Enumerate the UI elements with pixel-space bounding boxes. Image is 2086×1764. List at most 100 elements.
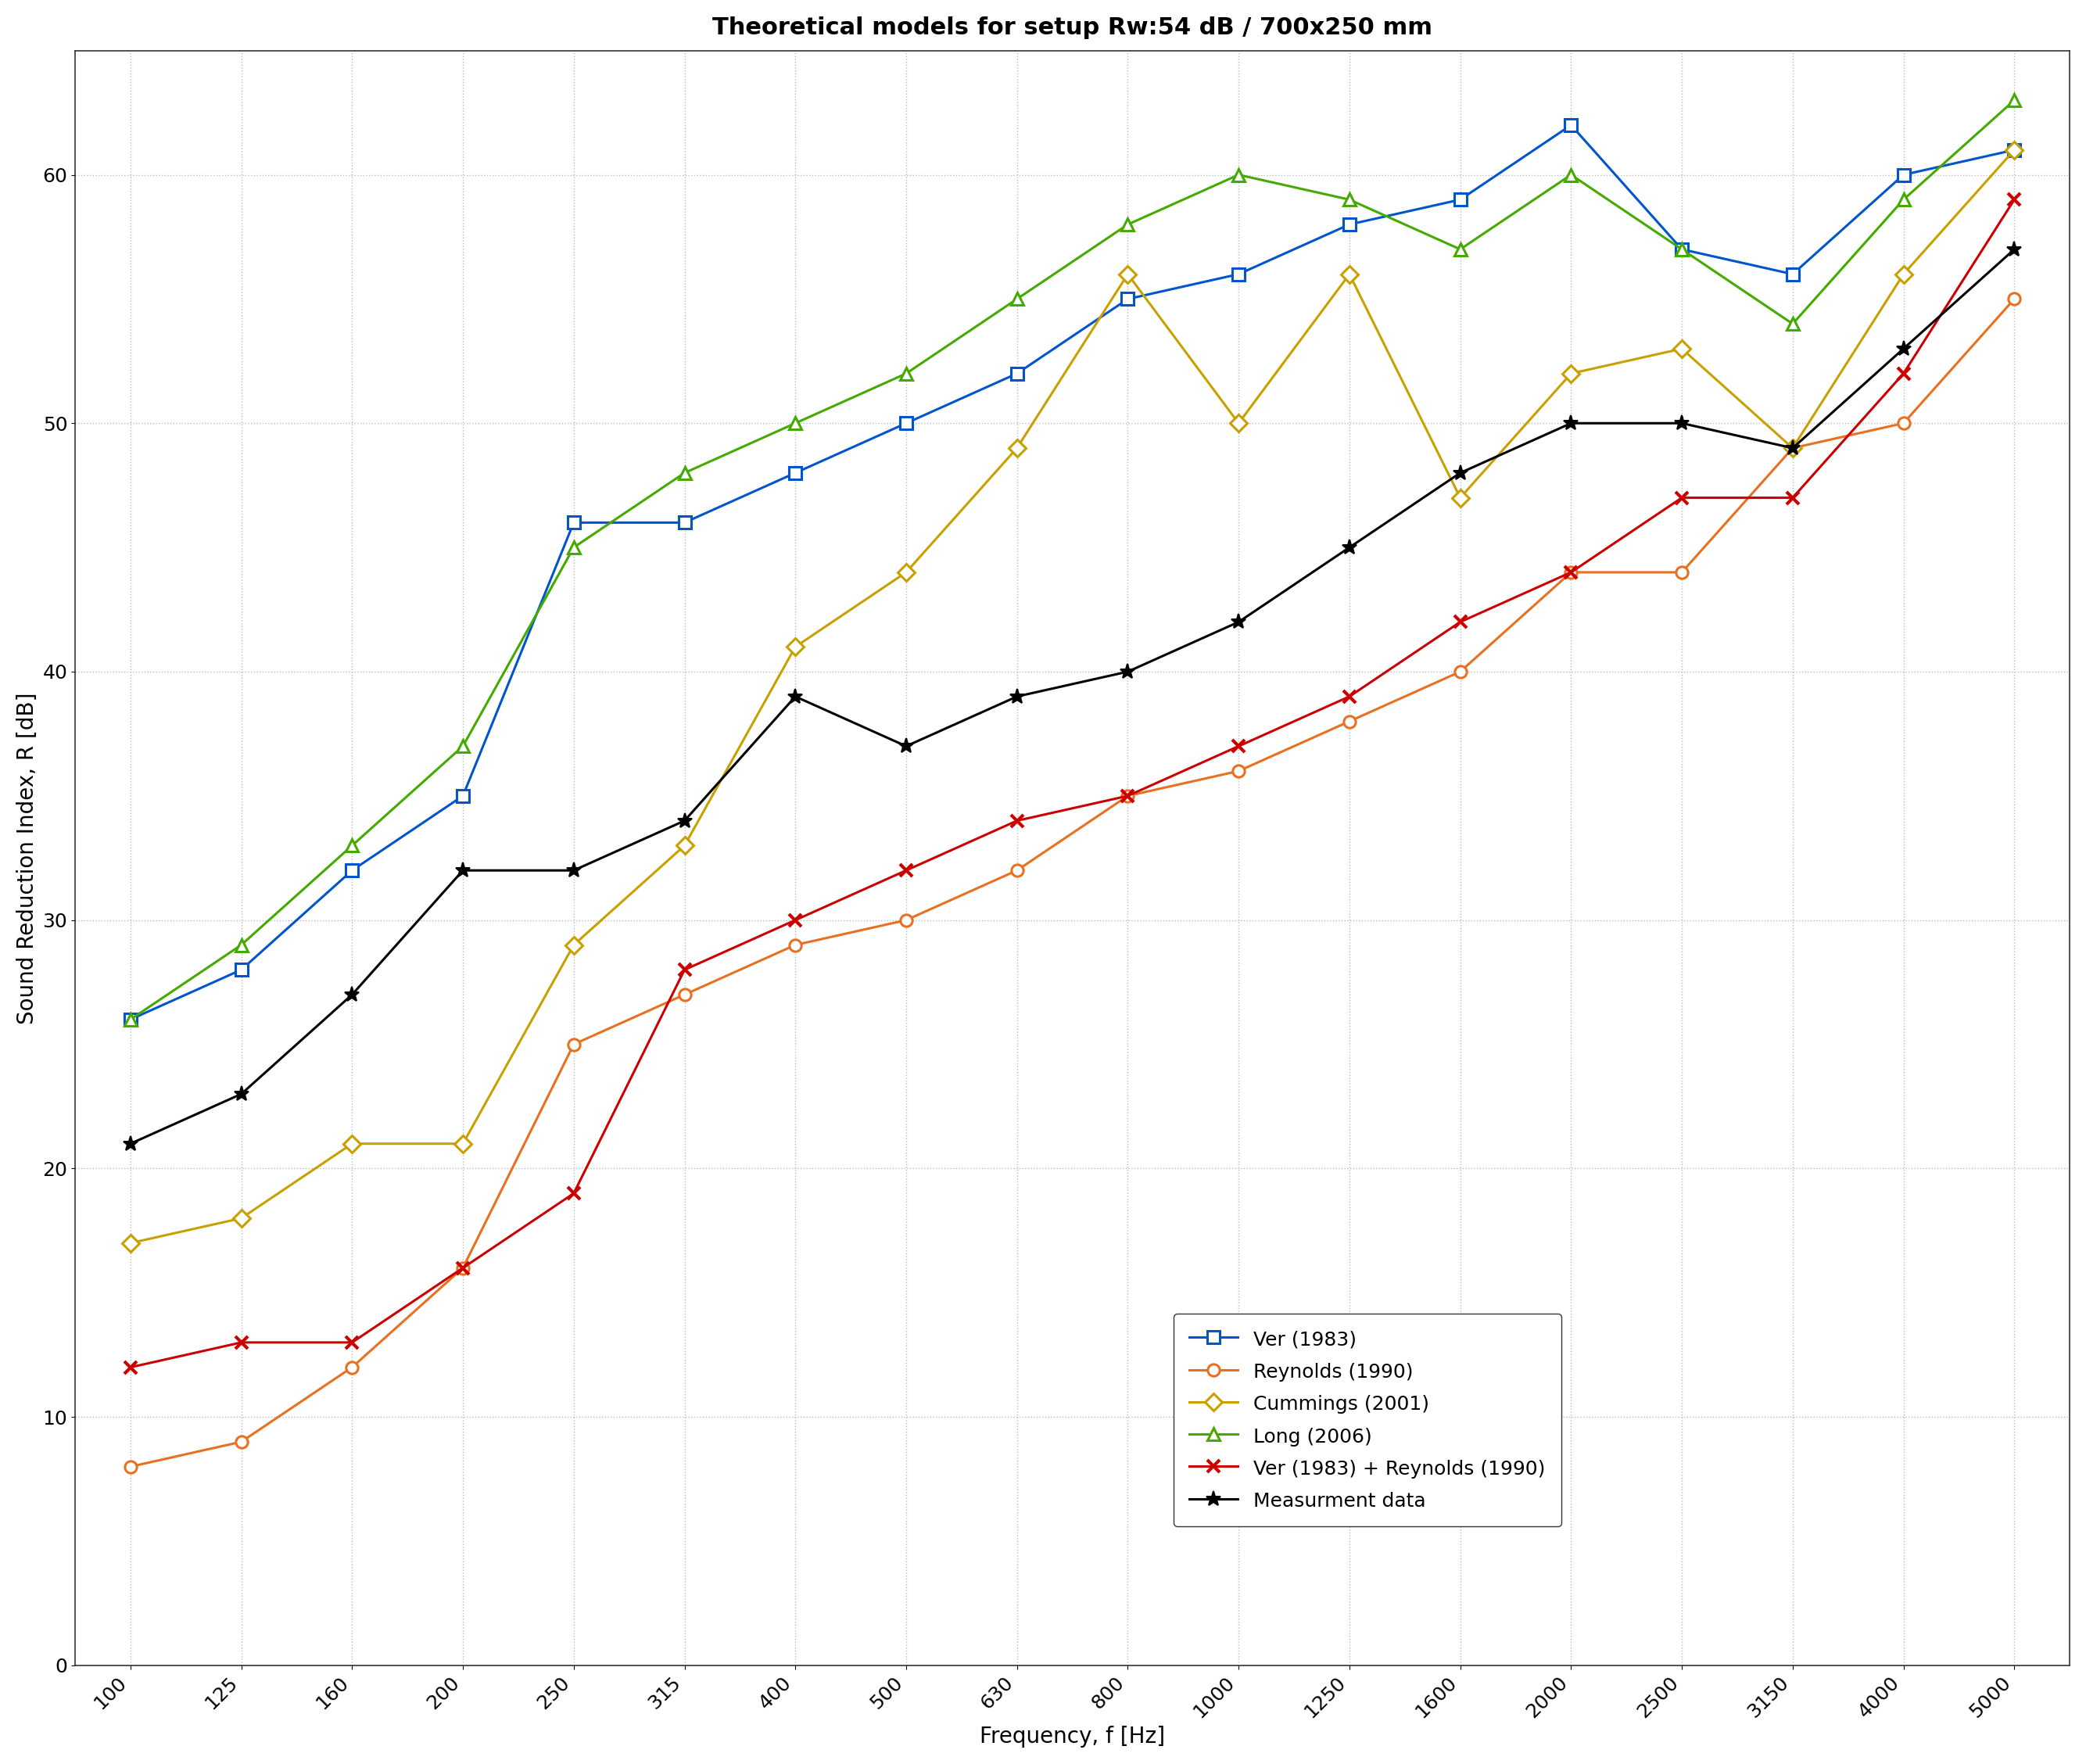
- Ver (1983) + Reynolds (1990): [2003, 189, 2028, 210]
- Ver (1983): [340, 859, 365, 880]
- Measurment data: [1558, 413, 1583, 434]
- Cummings (2001): [1227, 413, 1252, 434]
- Reynolds (1990): [1892, 413, 1917, 434]
- Ver (1983) + Reynolds (1990): [893, 859, 918, 880]
- Line: Measurment data: Measurment data: [123, 242, 2021, 1152]
- Ver (1983) + Reynolds (1990): [1669, 487, 1694, 508]
- Measurment data: [2003, 238, 2028, 259]
- Ver (1983) + Reynolds (1990): [1558, 561, 1583, 582]
- Reynolds (1990): [782, 935, 807, 956]
- Ver (1983) + Reynolds (1990): [1337, 686, 1362, 707]
- Reynolds (1990): [229, 1431, 254, 1452]
- Cummings (2001): [1892, 263, 1917, 284]
- Cummings (2001): [782, 637, 807, 658]
- Reynolds (1990): [119, 1455, 144, 1476]
- Measurment data: [229, 1083, 254, 1104]
- Ver (1983): [1779, 263, 1804, 284]
- Ver (1983) + Reynolds (1990): [451, 1258, 476, 1279]
- Ver (1983) + Reynolds (1990): [1227, 736, 1252, 757]
- Ver (1983) + Reynolds (1990): [1116, 785, 1141, 806]
- Cummings (2001): [229, 1208, 254, 1230]
- Line: Ver (1983) + Reynolds (1990): Ver (1983) + Reynolds (1990): [125, 194, 2019, 1372]
- Long (2006): [893, 363, 918, 385]
- Ver (1983): [1669, 238, 1694, 259]
- Long (2006): [229, 935, 254, 956]
- Ver (1983): [119, 1009, 144, 1030]
- Measurment data: [1448, 462, 1473, 483]
- Reynolds (1990): [1116, 785, 1141, 806]
- Line: Long (2006): Long (2006): [123, 93, 2021, 1027]
- Reynolds (1990): [1779, 437, 1804, 459]
- Measurment data: [1892, 339, 1917, 360]
- Measurment data: [451, 859, 476, 880]
- Cummings (2001): [340, 1132, 365, 1154]
- Long (2006): [561, 536, 586, 557]
- Ver (1983): [229, 960, 254, 981]
- Long (2006): [119, 1009, 144, 1030]
- Reynolds (1990): [672, 984, 697, 1005]
- Ver (1983) + Reynolds (1990): [782, 910, 807, 931]
- Measurment data: [672, 810, 697, 831]
- Ver (1983): [1448, 189, 1473, 210]
- Reynolds (1990): [2003, 289, 2028, 310]
- Ver (1983) + Reynolds (1990): [1005, 810, 1030, 831]
- Cummings (2001): [1558, 363, 1583, 385]
- Long (2006): [1558, 164, 1583, 185]
- Long (2006): [1337, 189, 1362, 210]
- Ver (1983) + Reynolds (1990): [340, 1332, 365, 1353]
- Long (2006): [672, 462, 697, 483]
- Long (2006): [1227, 164, 1252, 185]
- Cummings (2001): [1005, 437, 1030, 459]
- Measurment data: [119, 1132, 144, 1154]
- Line: Reynolds (1990): Reynolds (1990): [125, 293, 2019, 1473]
- Measurment data: [893, 736, 918, 757]
- Reynolds (1990): [1005, 859, 1030, 880]
- Line: Cummings (2001): Cummings (2001): [125, 145, 2019, 1249]
- Long (2006): [1005, 289, 1030, 310]
- Measurment data: [340, 984, 365, 1005]
- Title: Theoretical models for setup Rw:54 dB / 700x250 mm: Theoretical models for setup Rw:54 dB / …: [711, 16, 1433, 39]
- Cummings (2001): [672, 834, 697, 856]
- Long (2006): [451, 736, 476, 757]
- Reynolds (1990): [1227, 760, 1252, 781]
- Reynolds (1990): [340, 1357, 365, 1378]
- Cummings (2001): [1779, 437, 1804, 459]
- Reynolds (1990): [1337, 711, 1362, 732]
- Ver (1983): [782, 462, 807, 483]
- Ver (1983): [672, 512, 697, 533]
- Measurment data: [1005, 686, 1030, 707]
- Measurment data: [561, 859, 586, 880]
- Ver (1983): [893, 413, 918, 434]
- Ver (1983) + Reynolds (1990): [1448, 612, 1473, 633]
- Cummings (2001): [1669, 339, 1694, 360]
- Legend: Ver (1983), Reynolds (1990), Cummings (2001), Long (2006), Ver (1983) + Reynolds: Ver (1983), Reynolds (1990), Cummings (2…: [1174, 1314, 1560, 1526]
- Long (2006): [1448, 238, 1473, 259]
- Ver (1983) + Reynolds (1990): [119, 1357, 144, 1378]
- Measurment data: [782, 686, 807, 707]
- Measurment data: [1227, 612, 1252, 633]
- Ver (1983) + Reynolds (1990): [672, 960, 697, 981]
- Long (2006): [782, 413, 807, 434]
- Ver (1983): [1227, 263, 1252, 284]
- Ver (1983): [2003, 139, 2028, 161]
- Reynolds (1990): [1669, 561, 1694, 582]
- Ver (1983): [1116, 289, 1141, 310]
- Long (2006): [1892, 189, 1917, 210]
- Ver (1983) + Reynolds (1990): [1779, 487, 1804, 508]
- Reynolds (1990): [451, 1258, 476, 1279]
- Line: Ver (1983): Ver (1983): [125, 120, 2019, 1025]
- Ver (1983): [561, 512, 586, 533]
- Long (2006): [1116, 213, 1141, 235]
- Ver (1983): [1005, 363, 1030, 385]
- Reynolds (1990): [1558, 561, 1583, 582]
- Long (2006): [1779, 314, 1804, 335]
- Cummings (2001): [1116, 263, 1141, 284]
- Cummings (2001): [1448, 487, 1473, 508]
- Measurment data: [1337, 536, 1362, 557]
- Cummings (2001): [561, 935, 586, 956]
- Cummings (2001): [893, 561, 918, 582]
- Cummings (2001): [2003, 139, 2028, 161]
- Reynolds (1990): [1448, 662, 1473, 683]
- Cummings (2001): [119, 1233, 144, 1254]
- Ver (1983) + Reynolds (1990): [561, 1184, 586, 1205]
